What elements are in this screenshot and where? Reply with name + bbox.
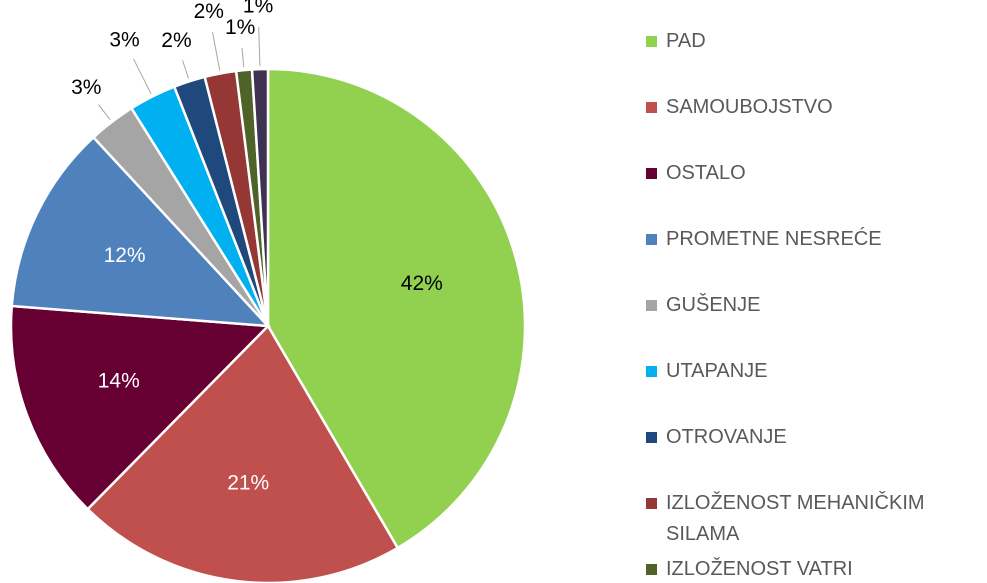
legend-marker bbox=[646, 564, 657, 575]
legend-label: OSTALO bbox=[666, 162, 746, 184]
legend-label: SAMOUBOJSTVO bbox=[666, 96, 833, 118]
leader-line bbox=[133, 58, 152, 95]
legend-label: UTAPANJE bbox=[666, 360, 768, 382]
legend-label: GUŠENJE bbox=[666, 294, 761, 316]
legend-marker bbox=[646, 300, 657, 311]
data-label: 2% bbox=[194, 0, 224, 23]
leader-line bbox=[258, 27, 261, 67]
pie-slice bbox=[250, 67, 270, 327]
legend-label: OTROVANJE bbox=[666, 426, 787, 448]
data-label: 12% bbox=[104, 244, 146, 267]
legend-marker bbox=[646, 36, 657, 47]
data-label: 14% bbox=[98, 369, 140, 392]
data-label: 42% bbox=[401, 272, 443, 295]
leader-line bbox=[182, 60, 189, 79]
pie-slice bbox=[85, 323, 400, 583]
pie-slice bbox=[10, 135, 272, 328]
legend-item: SAMOUBOJSTVO bbox=[646, 92, 986, 123]
data-label: 3% bbox=[71, 76, 101, 99]
legend-label: PAD bbox=[666, 30, 706, 52]
legend-marker bbox=[646, 102, 657, 113]
data-label: 2% bbox=[161, 29, 191, 52]
legend-marker bbox=[646, 366, 657, 377]
legend-item: IZLOŽENOST MEHANIČKIM SILAMA bbox=[646, 488, 986, 550]
pie-slice bbox=[9, 304, 271, 511]
data-label: 1% bbox=[225, 16, 255, 39]
legend-item: OTROVANJE bbox=[646, 422, 986, 453]
data-label: 1% bbox=[243, 0, 273, 18]
legend-marker bbox=[646, 432, 657, 443]
leader-line bbox=[98, 104, 111, 120]
legend-item: OSTALO bbox=[646, 158, 986, 189]
legend-item: IZLOŽENOST VATRI bbox=[646, 554, 986, 583]
pie-slice bbox=[266, 67, 527, 550]
legend-marker bbox=[646, 234, 657, 245]
legend-item: PROMETNE NESREĆE bbox=[646, 224, 986, 255]
data-label: 21% bbox=[227, 472, 269, 495]
legend-label: IZLOŽENOST VATRI bbox=[666, 558, 853, 580]
legend-item: GUŠENJE bbox=[646, 290, 986, 321]
legend-marker bbox=[646, 168, 657, 179]
leader-line bbox=[212, 32, 221, 71]
legend-marker bbox=[646, 498, 657, 509]
legend-item: UTAPANJE bbox=[646, 356, 986, 387]
legend-label: PROMETNE NESREĆE bbox=[666, 228, 882, 250]
pie-area: 42%21%14%12%3%3% 2%2%1%1% bbox=[9, 0, 527, 583]
legend-item: PAD bbox=[646, 26, 986, 57]
leader-line bbox=[241, 48, 245, 68]
data-label: 3% bbox=[109, 29, 139, 52]
legend-label: IZLOŽENOST MEHANIČKIM SILAMA bbox=[666, 492, 925, 545]
